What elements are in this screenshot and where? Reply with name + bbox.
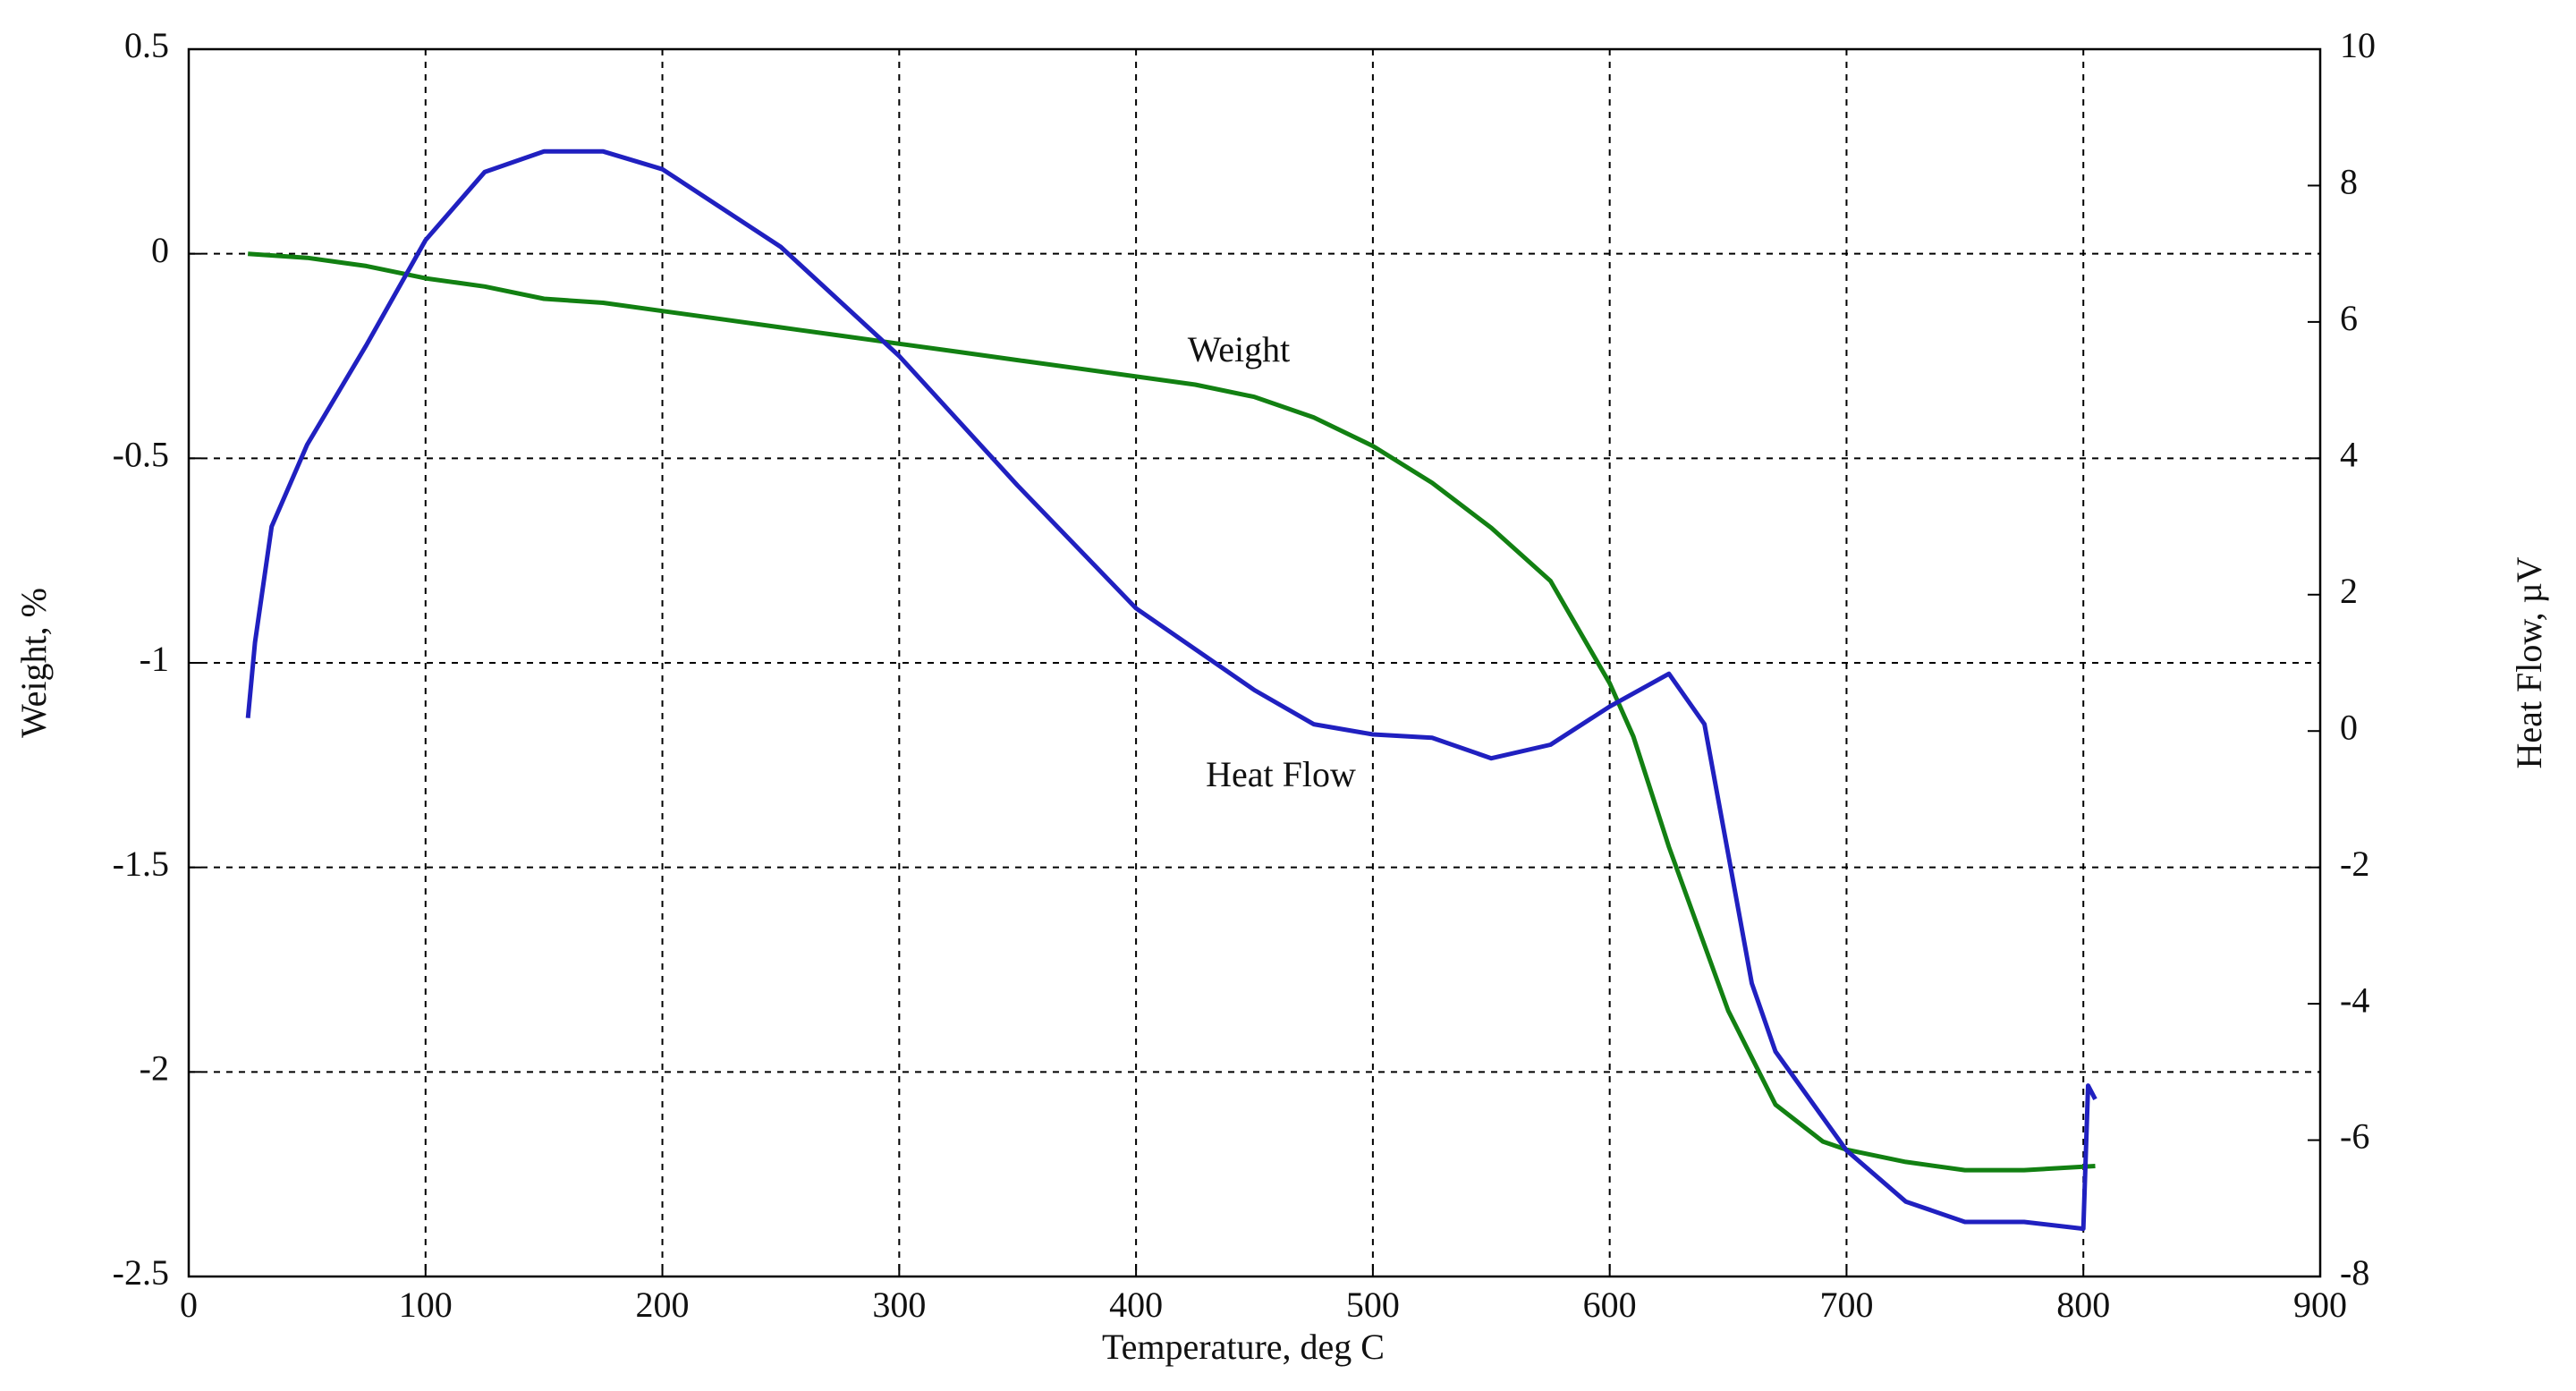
y-tick-label: -2: [140, 1048, 169, 1089]
x-tick-label: 400: [1109, 1285, 1163, 1325]
x-tick-label: 800: [2056, 1285, 2110, 1325]
y2-tick-label: -2: [2340, 844, 2369, 884]
y-tick-label: 0.5: [124, 25, 169, 65]
y-tick-label: 0: [151, 230, 169, 270]
x-tick-label: 600: [1583, 1285, 1637, 1325]
y2-tick-label: 8: [2340, 162, 2358, 202]
y2-tick-label: 10: [2340, 25, 2376, 65]
x-tick-label: 900: [2293, 1285, 2347, 1325]
y2-tick-label: 4: [2340, 435, 2358, 475]
annotation: Weight: [1188, 329, 1291, 369]
y-tick-label: -1: [140, 639, 169, 679]
y-tick-label: -1.5: [113, 844, 169, 884]
data-line: [248, 251, 2096, 1173]
y2-tick-label: -8: [2340, 1252, 2369, 1293]
x-tick-label: 300: [872, 1285, 926, 1325]
y2-axis-label: Heat Flow, µV: [2509, 556, 2549, 768]
y-tick-label: -2.5: [113, 1252, 169, 1293]
x-tick-label: 0: [180, 1285, 198, 1325]
y-tick-label: -0.5: [113, 435, 169, 475]
y-axis-label: Weight, %: [13, 588, 54, 738]
y2-tick-label: -6: [2340, 1116, 2369, 1157]
x-tick-label: 500: [1346, 1285, 1400, 1325]
y2-tick-label: 2: [2340, 571, 2358, 611]
y2-tick-label: 0: [2340, 707, 2358, 747]
x-tick-label: 200: [636, 1285, 690, 1325]
x-tick-label: 100: [399, 1285, 453, 1325]
annotation: Heat Flow: [1206, 754, 1356, 794]
data-line: [245, 148, 2097, 1232]
y2-tick-label: 6: [2340, 298, 2358, 338]
x-tick-label: 700: [1819, 1285, 1873, 1325]
y2-tick-label: -4: [2340, 980, 2369, 1020]
x-axis-label: Temperature, deg C: [1102, 1327, 1385, 1367]
